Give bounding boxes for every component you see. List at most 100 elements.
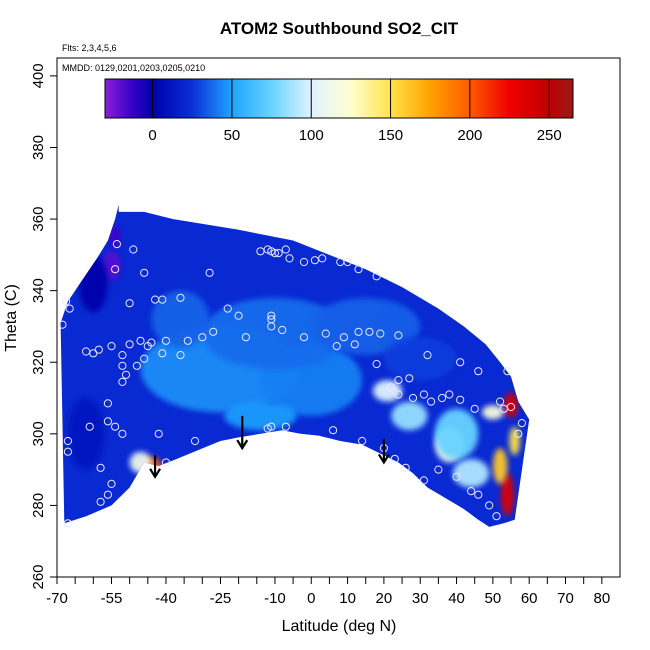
sample-point [299, 257, 309, 267]
heatmap-field [60, 204, 530, 527]
sample-point [270, 249, 279, 258]
sample-point [103, 490, 113, 499]
heatmap-cell [503, 392, 519, 418]
sample-point [456, 358, 465, 367]
sample-point [485, 501, 494, 510]
sample-point [434, 465, 443, 474]
heatmap-cell [509, 426, 521, 456]
sample-point [445, 390, 454, 399]
x-tick-label: 30 [412, 590, 429, 607]
sample-point [274, 249, 283, 258]
colorbar: 0 50 100 150 200 250 [104, 78, 574, 144]
heatmap-cell [129, 451, 152, 474]
sample-point [121, 370, 131, 379]
sample-point [394, 331, 403, 340]
sample-point [183, 336, 192, 345]
sample-point [281, 245, 290, 254]
sample-point [111, 265, 120, 274]
sample-point [132, 361, 141, 370]
sample-point [136, 336, 145, 345]
y-tick-label: 340 [30, 278, 47, 303]
sample-point [474, 367, 483, 376]
sample-point [111, 422, 120, 431]
dates-annotation: MMDD: 0129,0201,0203,0205,0210 [62, 63, 205, 73]
colorbar-tick-label: 150 [378, 127, 403, 144]
sample-point [365, 327, 374, 336]
sample-point [299, 333, 309, 342]
sample-point [350, 340, 359, 349]
sample-point [198, 333, 207, 342]
sample-point [63, 447, 73, 456]
x-tick-label: 80 [593, 590, 610, 607]
sample-point [129, 245, 138, 254]
sample-point [118, 377, 127, 386]
colorbar-tick-label: 100 [299, 127, 324, 144]
sample-point [358, 436, 367, 446]
sample-point [372, 272, 381, 281]
sample-point [125, 340, 134, 349]
sample-point [267, 422, 276, 431]
chart-title: ATOM2 Southbound SO2_CIT [220, 19, 459, 38]
sample-point [118, 429, 127, 438]
heatmap-cell [151, 290, 210, 348]
x-tick-label: 20 [376, 590, 393, 607]
sample-point [107, 342, 116, 351]
x-tick-label: -25 [210, 590, 232, 607]
sample-point [140, 354, 149, 363]
sample-point [241, 333, 250, 342]
sample-point [285, 254, 294, 263]
sample-point [514, 429, 523, 438]
x-tick-label: -55 [101, 590, 123, 607]
x-tick-label: -10 [264, 590, 286, 607]
sample-point [118, 351, 127, 360]
x-tick-label: -70 [46, 590, 68, 607]
colorbar-gradient [104, 78, 574, 119]
plot-frame [56, 57, 621, 578]
sample-point [354, 327, 363, 336]
x-tick-label: 60 [521, 590, 538, 607]
heatmap-cell [78, 254, 108, 313]
sample-point [506, 402, 516, 412]
colorbar-tick-label: 0 [148, 127, 156, 144]
x-tick-label: 10 [339, 590, 356, 607]
sample-point [419, 390, 428, 399]
sample-point [176, 293, 185, 302]
sample-point [281, 422, 290, 431]
sample-point [278, 325, 287, 335]
x-axis: -70 -55 -40 -25 -10 0 10 20 30 40 50 60 70 80 [46, 577, 610, 607]
sample-point [318, 254, 327, 263]
sample-point [456, 395, 465, 404]
sample-point [63, 519, 73, 528]
sample-point [234, 311, 243, 320]
y-tick-label: 260 [30, 564, 47, 589]
down-arrow-icon [149, 455, 162, 479]
colorbar-tick-label: 50 [224, 127, 241, 144]
heatmap-cell [391, 401, 428, 431]
down-arrow-icon [377, 439, 390, 465]
heatmap-cell [383, 337, 457, 381]
sample-point [143, 342, 152, 351]
sample-point [332, 342, 341, 351]
sample-point [394, 390, 403, 399]
sample-point [394, 376, 403, 385]
x-tick-label: 70 [557, 590, 574, 607]
sample-point [452, 472, 461, 481]
sample-point [154, 429, 163, 438]
sample-point [387, 383, 396, 392]
sample-point [321, 329, 330, 338]
sample-point [103, 417, 113, 426]
y-tick-label: 380 [30, 135, 47, 160]
sample-point [94, 345, 103, 354]
sample-point [161, 336, 171, 345]
sample-point [223, 304, 232, 313]
sample-point [496, 397, 505, 406]
heatmap-cell [67, 398, 105, 470]
heatmap-cell [109, 226, 121, 248]
y-tick-label: 280 [30, 493, 47, 518]
sample-point [256, 247, 265, 256]
sample-point [63, 436, 73, 446]
sample-point [176, 351, 185, 360]
heatmap-cell [492, 448, 508, 484]
heatmap-cell [224, 401, 297, 431]
heatmap-cell [481, 405, 504, 420]
